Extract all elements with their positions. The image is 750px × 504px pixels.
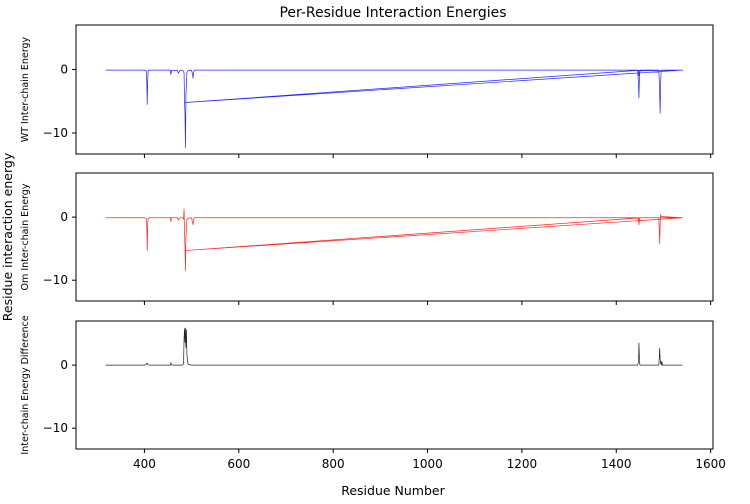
y-tick-label: 0 — [60, 210, 68, 224]
plot-frame — [75, 24, 714, 155]
x-tick-label: 1000 — [412, 457, 443, 471]
panel-om-inter-chain-energy: 0 −10 Om Inter-chain Energy — [20, 172, 714, 305]
chart-title: Per-Residue Interaction Energies — [279, 5, 506, 21]
series-line-panel-2 — [105, 208, 683, 272]
plot-frame — [75, 172, 714, 302]
y-tick-label: 0 — [60, 62, 68, 76]
x-tick-label: 1600 — [695, 457, 726, 471]
panel-inter-chain-energy-difference: 0 −10 400 600 800 1000 1200 1400 1600 Inter-chain… — [20, 315, 726, 471]
panel-y-label: WT Inter-chain Energy — [20, 36, 31, 142]
y-tick-label: −10 — [43, 273, 68, 287]
series-line-panel-3 — [105, 327, 683, 366]
x-tick-label: 600 — [227, 457, 250, 471]
x-tick-label: 1400 — [601, 457, 632, 471]
y-tick-label: −10 — [43, 126, 68, 140]
x-tick-label: 400 — [133, 457, 156, 471]
panel-y-label: Om Inter-chain Energy — [20, 183, 31, 290]
y-tick-label: −10 — [43, 421, 68, 435]
panel-wt-inter-chain-energy: 0 −10 WT Inter-chain Energy — [20, 24, 714, 158]
x-axis-label: Residue Number — [341, 483, 445, 498]
panel-y-label: Inter-chain Energy Difference — [20, 315, 31, 454]
x-tick-label: 1200 — [507, 457, 538, 471]
series-line-panel-1 — [105, 69, 684, 148]
y-axis-label: Residue interaction energy — [0, 152, 15, 321]
plot-frame — [75, 320, 714, 450]
x-tick-label: 800 — [322, 457, 345, 471]
y-tick-label: 0 — [60, 358, 68, 372]
